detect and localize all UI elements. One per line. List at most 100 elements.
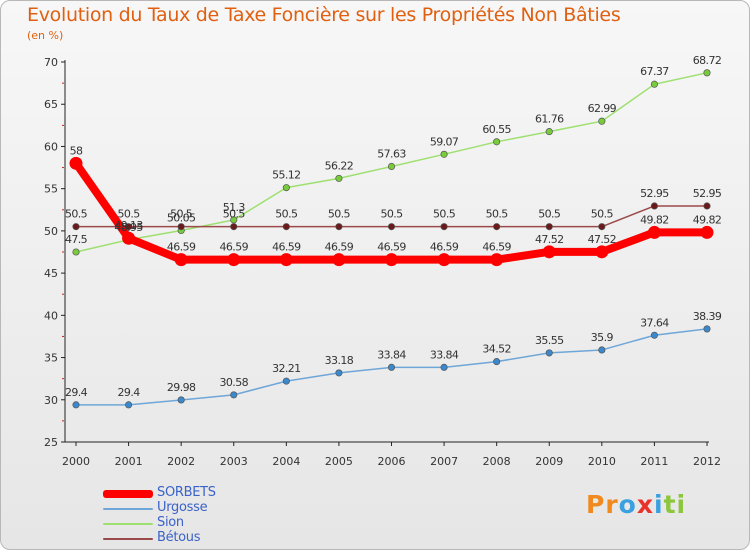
data-label-sorbets: 46.59 xyxy=(325,241,354,254)
data-label-urgosse: 35.55 xyxy=(535,334,564,347)
x-tick-label: 2003 xyxy=(220,455,248,468)
data-label-urgosse: 34.52 xyxy=(482,343,511,356)
data-label-sorbets: 46.59 xyxy=(377,241,406,254)
data-label-sorbets: 49.82 xyxy=(640,213,669,226)
data-label-betous: 50.5 xyxy=(170,208,193,221)
legend-label: Bétous xyxy=(157,530,201,545)
data-label-sorbets: 46.59 xyxy=(220,241,249,254)
data-label-urgosse: 30.58 xyxy=(220,376,249,389)
y-axis-unit: (en %) xyxy=(27,29,64,42)
data-label-betous: 52.95 xyxy=(640,187,669,200)
data-label-sion: 68.72 xyxy=(693,54,722,67)
x-tick-label: 2006 xyxy=(378,455,406,468)
data-point-sorbets xyxy=(122,231,136,245)
data-label-sorbets: 46.59 xyxy=(482,241,511,254)
data-point-sion xyxy=(335,174,343,182)
data-point-urgosse xyxy=(440,363,448,371)
data-label-sorbets: 46.59 xyxy=(167,241,196,254)
legend-swatch xyxy=(103,490,153,498)
data-point-sion xyxy=(650,80,658,88)
legend-swatch xyxy=(103,508,153,510)
data-label-urgosse: 32.21 xyxy=(272,362,301,375)
data-point-betous xyxy=(125,223,133,231)
data-label-urgosse: 29.98 xyxy=(167,381,196,394)
data-point-sorbets xyxy=(542,245,556,259)
data-label-urgosse: 37.64 xyxy=(640,316,669,329)
y-tick-label: 60 xyxy=(44,140,58,153)
data-label-betous: 50.5 xyxy=(591,208,614,221)
legend-swatch xyxy=(103,523,153,525)
data-point-betous xyxy=(440,223,448,231)
data-label-sion: 50.05 xyxy=(167,211,196,224)
data-point-betous xyxy=(545,223,553,231)
data-point-sorbets xyxy=(595,245,609,259)
data-label-betous: 50.5 xyxy=(486,208,509,221)
y-tick-label: 30 xyxy=(44,394,58,407)
data-label-urgosse: 38.39 xyxy=(693,310,722,323)
data-point-sorbets xyxy=(490,253,504,267)
legend-label: SORBETS xyxy=(157,485,216,500)
chart-series-layer xyxy=(69,69,714,409)
data-label-urgosse: 33.84 xyxy=(430,348,459,361)
data-point-sorbets xyxy=(69,156,83,170)
x-tick-label: 2010 xyxy=(588,455,616,468)
data-label-sorbets: 46.59 xyxy=(272,241,301,254)
x-tick-label: 2009 xyxy=(535,455,563,468)
logo-letter: o xyxy=(618,490,637,519)
data-point-sorbets xyxy=(174,253,188,267)
data-point-urgosse xyxy=(598,346,606,354)
data-label-sorbets: 49.13 xyxy=(114,219,143,232)
data-point-urgosse xyxy=(230,391,238,399)
data-point-urgosse xyxy=(387,363,396,371)
data-point-sion xyxy=(703,69,711,77)
data-label-urgosse: 29.4 xyxy=(118,386,141,399)
data-label-sorbets: 47.52 xyxy=(588,233,617,246)
x-tick-label: 2005 xyxy=(325,455,353,468)
data-point-sion xyxy=(230,216,238,224)
data-point-betous xyxy=(230,223,238,231)
y-tick-label: 65 xyxy=(44,98,58,111)
data-point-sorbets xyxy=(647,225,661,239)
data-point-sion xyxy=(598,117,606,125)
logo-letter: r xyxy=(605,490,619,519)
legend-swatch xyxy=(103,538,153,540)
data-label-betous: 50.5 xyxy=(65,208,88,221)
y-tick-label: 70 xyxy=(44,56,58,69)
data-point-sion xyxy=(493,138,501,146)
legend-label: Sion xyxy=(157,515,184,530)
data-label-urgosse: 33.84 xyxy=(377,348,406,361)
x-tick-label: 2012 xyxy=(693,455,721,468)
data-point-sorbets xyxy=(279,253,293,267)
data-label-betous: 50.5 xyxy=(538,208,561,221)
data-point-urgosse xyxy=(335,369,343,377)
data-label-betous: 52.95 xyxy=(693,187,722,200)
x-tick-label: 2008 xyxy=(483,455,511,468)
data-point-urgosse xyxy=(650,331,658,339)
x-tick-label: 2011 xyxy=(640,455,668,468)
logo-letter: i xyxy=(676,490,687,519)
data-point-betous xyxy=(650,202,658,210)
logo-letter: i xyxy=(654,490,664,519)
logo-letter: x xyxy=(636,490,654,519)
x-tick-label: 2007 xyxy=(430,455,458,468)
data-point-betous xyxy=(703,202,711,210)
data-label-sorbets: 46.59 xyxy=(430,241,459,254)
data-label-urgosse: 33.18 xyxy=(325,354,354,367)
y-tick-label: 45 xyxy=(44,267,58,280)
data-label-sion: 59.07 xyxy=(430,135,459,148)
data-label-sorbets: 47.52 xyxy=(535,233,564,246)
y-tick-label: 50 xyxy=(44,225,58,238)
legend-label: Urgosse xyxy=(157,500,208,515)
x-tick-label: 2004 xyxy=(272,455,300,468)
chart-axes: 25 30 35 40 45 50 55 60 65 70 2000 2001 2002 2003 2004… xyxy=(44,56,721,468)
data-point-urgosse xyxy=(125,401,133,409)
logo-letter: t xyxy=(663,490,677,519)
data-point-sorbets xyxy=(700,225,714,239)
data-point-betous xyxy=(177,223,185,231)
data-point-urgosse xyxy=(493,358,501,366)
data-point-betous xyxy=(282,223,290,231)
data-label-urgosse: 35.9 xyxy=(591,331,614,344)
data-point-sion xyxy=(440,150,448,158)
